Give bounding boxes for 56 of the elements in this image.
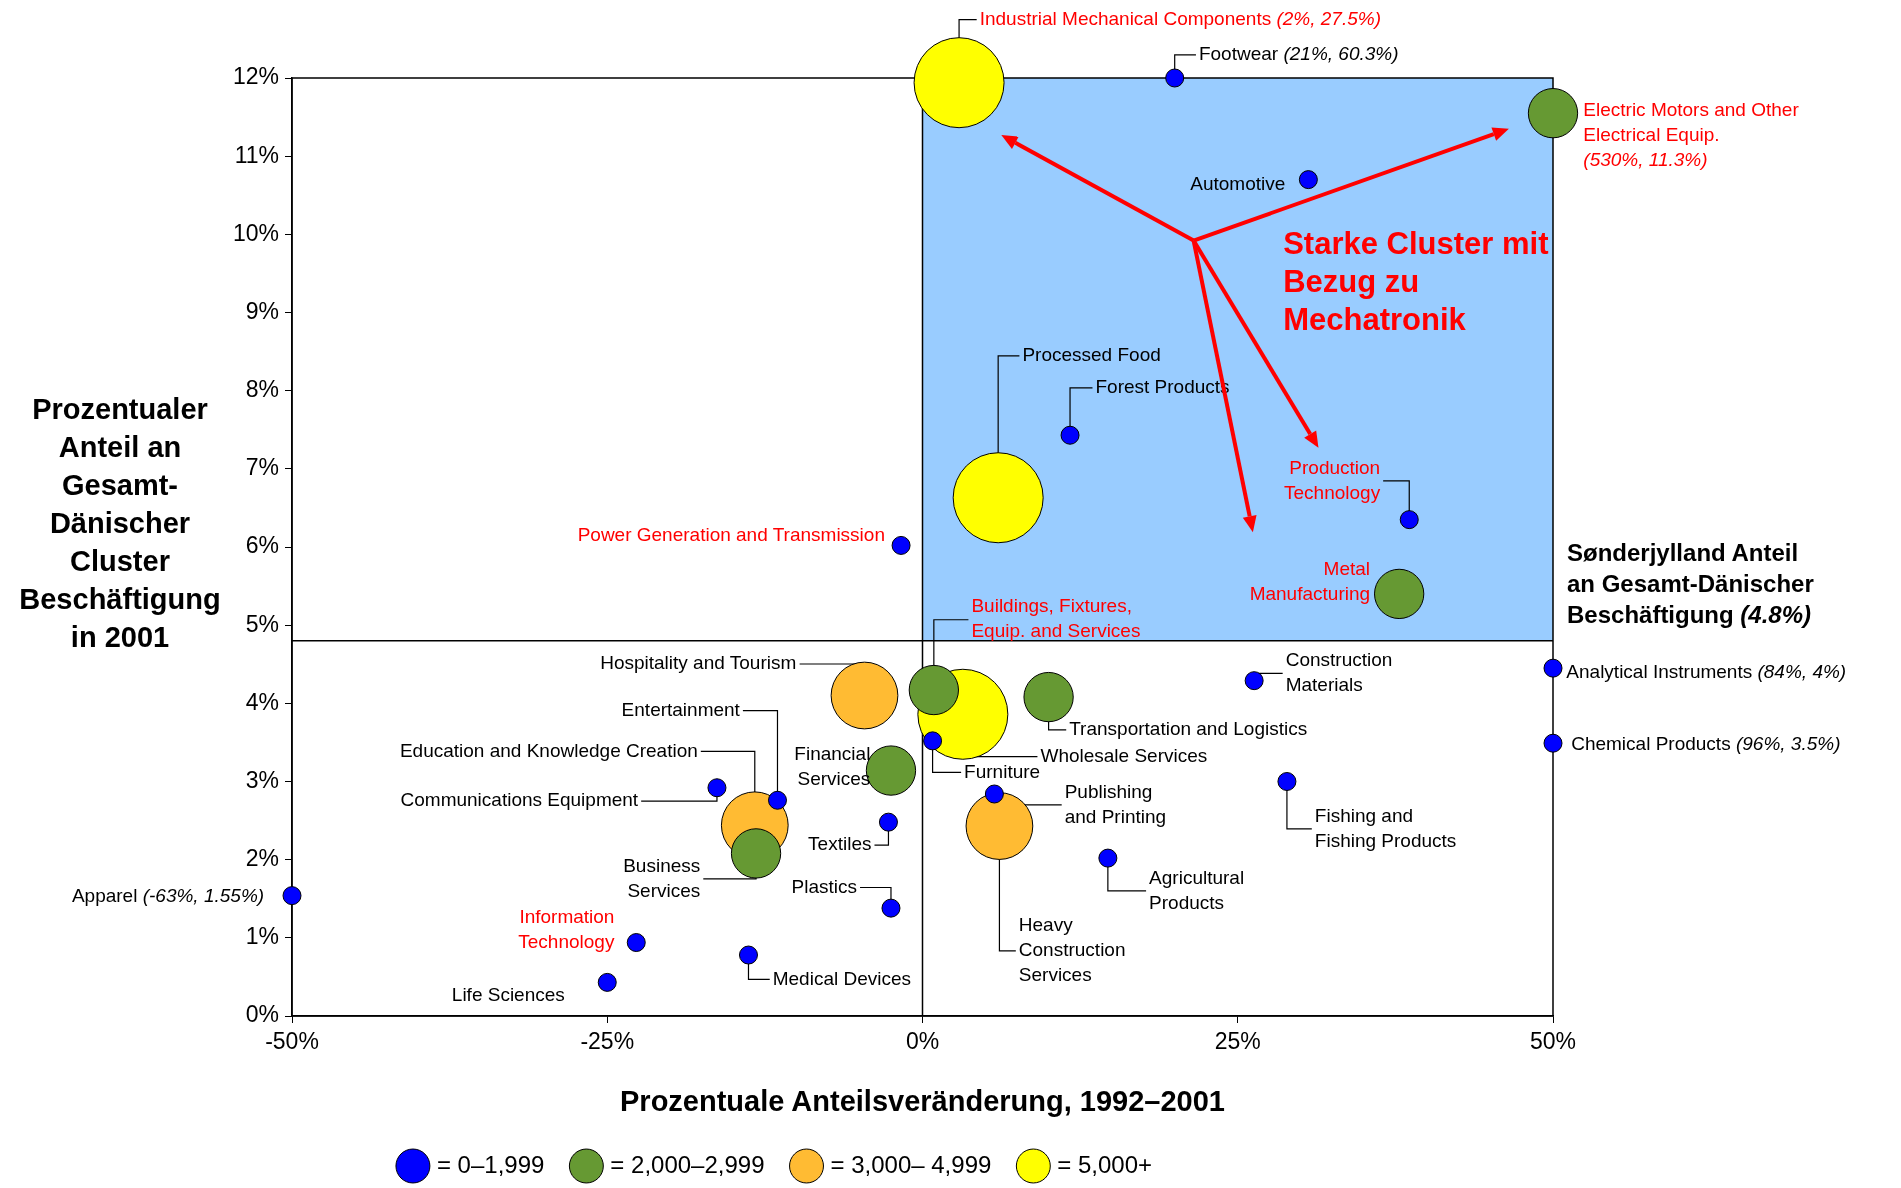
annotation: Metal Manufacturing xyxy=(1249,557,1371,604)
annotation: Medical Devices xyxy=(772,967,912,989)
annotation: Plastics xyxy=(791,875,858,897)
y-tick-label: 10% xyxy=(232,219,279,246)
annotation: Communications Equipment xyxy=(400,789,639,811)
x-tick-label: 50% xyxy=(1529,1028,1577,1055)
annotation: Starke Cluster mit Bezug zu Mechatronik xyxy=(1283,226,1549,338)
annotation: Textiles xyxy=(808,833,872,855)
annotation: Automotive xyxy=(1190,172,1286,194)
y-tick-label: 6% xyxy=(245,532,279,559)
annotation: Analytical Instruments (84%, 4%) xyxy=(1566,661,1847,683)
annotation: Production Technology xyxy=(1284,456,1381,503)
x-tick-label: 0% xyxy=(905,1028,940,1055)
y-tick-label: 2% xyxy=(245,845,279,872)
annotation: Processed Food xyxy=(1022,344,1161,366)
y-tick-label: 9% xyxy=(245,297,279,324)
annotation: Life Sciences xyxy=(451,983,565,1005)
annotation: Business Services xyxy=(623,854,701,901)
y-tick-label: 11% xyxy=(234,141,279,168)
annotation: Construction Materials xyxy=(1285,649,1393,696)
annotation: Buildings, Fixtures, Equip. and Services xyxy=(971,595,1141,642)
legend-label: = 0–1,999 xyxy=(436,1150,545,1178)
legend-label: = 3,000– 4,999 xyxy=(830,1150,992,1178)
y-tick-label: 8% xyxy=(245,376,279,403)
y-axis-title: Prozentualer Anteil an Gesamt-Dänischer Cluster Beschäftigung in 2001 xyxy=(18,392,222,655)
annotation: Agricultural Products xyxy=(1149,866,1245,913)
annotation: Transportation and Logistics xyxy=(1069,718,1308,740)
annotation: Footwear (21%, 60.3%) xyxy=(1198,43,1399,65)
annotation: Industrial Mechanical Components (2%, 27.5%) xyxy=(979,7,1381,29)
x-tick-label: -25% xyxy=(580,1028,635,1055)
annotation: Hospitality and Tourism xyxy=(600,652,797,674)
x-axis-title: Prozentuale Anteilsveränderung, 1992–2001 xyxy=(620,1084,1225,1117)
ref-line-label: Sønderjylland Anteil an Gesamt-Dänischer Beschäftigung (4.8%) xyxy=(1567,539,1814,629)
annotation: Apparel (-63%, 1.55%) xyxy=(71,885,265,907)
annotation: Fishing and Fishing Products xyxy=(1314,804,1457,851)
annotation: Heavy Construction Services xyxy=(1018,914,1126,986)
y-tick-label: 1% xyxy=(245,923,279,950)
y-tick-label: 3% xyxy=(245,766,279,793)
annotation: Chemical Products (96%, 3.5%) xyxy=(1571,732,1841,754)
annotation: Electric Motors and Other Electrical Equip. (530%, 11.3%) xyxy=(1583,99,1800,171)
annotation: Entertainment xyxy=(621,698,741,720)
y-tick-label: 5% xyxy=(245,610,279,637)
y-tick-label: 0% xyxy=(245,1001,279,1028)
y-tick-label: 7% xyxy=(245,454,279,481)
legend-label: = 5,000+ xyxy=(1057,1150,1153,1178)
annotation: Power Generation and Transmission xyxy=(577,523,885,545)
y-tick-label: 4% xyxy=(245,688,279,715)
y-tick-label: 12% xyxy=(232,63,279,90)
x-tick-label: 25% xyxy=(1214,1028,1261,1055)
x-tick-label: -50% xyxy=(265,1028,319,1055)
annotation: Education and Knowledge Creation xyxy=(399,739,698,761)
legend-label: = 2,000–2,999 xyxy=(610,1150,765,1178)
annotation: Information Technology xyxy=(518,906,615,953)
annotation: Publishing and Printing xyxy=(1064,780,1167,827)
annotation: Wholesale Services xyxy=(1040,744,1208,766)
annotation: Furniture xyxy=(964,760,1041,782)
